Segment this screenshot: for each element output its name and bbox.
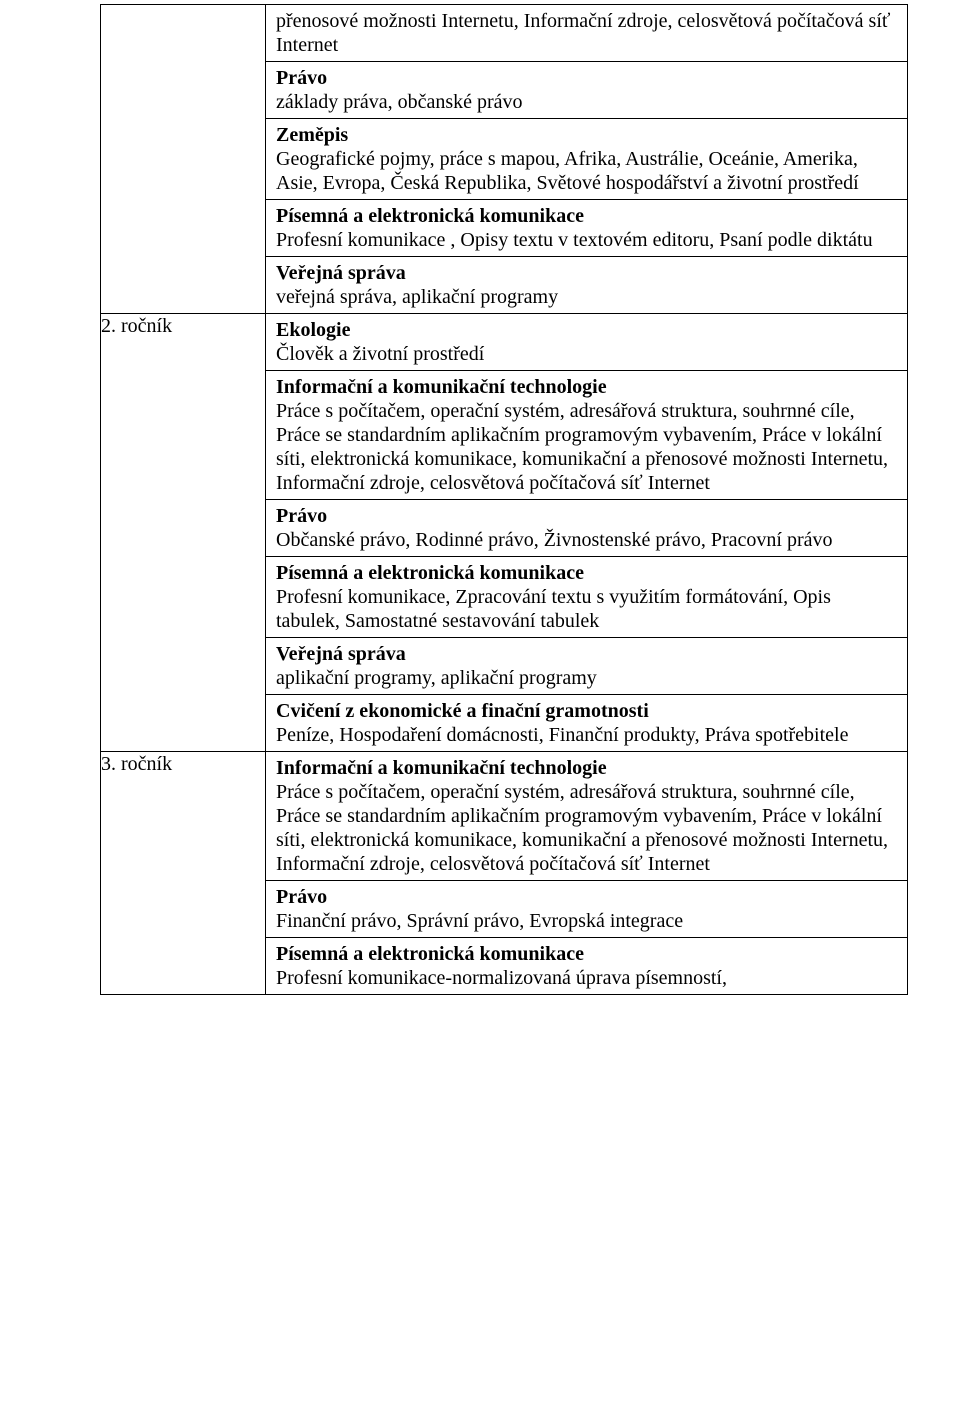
subject-title: Právo bbox=[276, 67, 327, 89]
subject-title: Cvičení z ekonomické a finační gramotnos… bbox=[276, 700, 649, 722]
subject-body: Geografické pojmy, práce s mapou, Afrika… bbox=[276, 148, 859, 194]
table-row: 3. ročník Informační a komunikační techn… bbox=[101, 752, 908, 995]
subject-block: Písemná a elektronická komunikace Profes… bbox=[266, 557, 907, 638]
subject-title: Písemná a elektronická komunikace bbox=[276, 562, 584, 584]
subject-body: Profesní komunikace, Zpracování textu s … bbox=[276, 586, 831, 632]
subject-block: Informační a komunikační technologie Prá… bbox=[266, 371, 907, 500]
subject-block: Veřejná správa aplikační programy, aplik… bbox=[266, 638, 907, 695]
subject-title: Písemná a elektronická komunikace bbox=[276, 943, 584, 965]
subject-body: Občanské právo, Rodinné právo, Živnosten… bbox=[276, 529, 833, 551]
year-label bbox=[101, 5, 266, 314]
document-page: přenosové možnosti Internetu, Informační… bbox=[0, 0, 960, 999]
subject-title: Právo bbox=[276, 886, 327, 908]
curriculum-table: přenosové možnosti Internetu, Informační… bbox=[100, 4, 908, 995]
table-row: 2. ročník Ekologie Člověk a životní pros… bbox=[101, 314, 908, 752]
subject-block: Zeměpis Geografické pojmy, práce s mapou… bbox=[266, 119, 907, 200]
subject-title: Ekologie bbox=[276, 319, 350, 341]
subjects-cell: přenosové možnosti Internetu, Informační… bbox=[266, 5, 908, 314]
subject-block: Právo Finanční právo, Správní právo, Evr… bbox=[266, 881, 907, 938]
subject-block: Právo základy práva, občanské právo bbox=[266, 62, 907, 119]
subject-body: Práce s počítačem, operační systém, adre… bbox=[276, 781, 888, 875]
subjects-cell: Ekologie Člověk a životní prostředí Info… bbox=[266, 314, 908, 752]
subject-body: Člověk a životní prostředí bbox=[276, 343, 484, 365]
subject-body: základy práva, občanské právo bbox=[276, 91, 523, 113]
subject-body: Finanční právo, Správní právo, Evropská … bbox=[276, 910, 683, 932]
subject-block: přenosové možnosti Internetu, Informační… bbox=[266, 5, 907, 62]
subjects-cell: Informační a komunikační technologie Prá… bbox=[266, 752, 908, 995]
subjects-inner-table: Ekologie Člověk a životní prostředí Info… bbox=[266, 314, 907, 751]
subject-block: Informační a komunikační technologie Prá… bbox=[266, 752, 907, 881]
subject-title: Informační a komunikační technologie bbox=[276, 757, 607, 779]
subject-block: Cvičení z ekonomické a finační gramotnos… bbox=[266, 695, 907, 752]
subjects-inner-table: Informační a komunikační technologie Prá… bbox=[266, 752, 907, 994]
subject-title: Právo bbox=[276, 505, 327, 527]
subject-body: Peníze, Hospodaření domácnosti, Finanční… bbox=[276, 724, 848, 746]
subject-body: aplikační programy, aplikační programy bbox=[276, 667, 597, 689]
subject-title: Veřejná správa bbox=[276, 643, 406, 665]
subject-body: Profesní komunikace , Opisy textu v text… bbox=[276, 229, 873, 251]
subject-block: Veřejná správa veřejná správa, aplikační… bbox=[266, 257, 907, 314]
year-label: 3. ročník bbox=[101, 752, 266, 995]
subject-title: Písemná a elektronická komunikace bbox=[276, 205, 584, 227]
subject-block: Písemná a elektronická komunikace Profes… bbox=[266, 200, 907, 257]
subject-body: Profesní komunikace-normalizovaná úprava… bbox=[276, 967, 727, 989]
subject-block: Právo Občanské právo, Rodinné právo, Živ… bbox=[266, 500, 907, 557]
table-row: přenosové možnosti Internetu, Informační… bbox=[101, 5, 908, 314]
subject-title: Zeměpis bbox=[276, 124, 348, 146]
subjects-inner-table: přenosové možnosti Internetu, Informační… bbox=[266, 5, 907, 313]
year-label: 2. ročník bbox=[101, 314, 266, 752]
subject-block: Písemná a elektronická komunikace Profes… bbox=[266, 938, 907, 995]
subject-title: Veřejná správa bbox=[276, 262, 406, 284]
subject-block: Ekologie Člověk a životní prostředí bbox=[266, 314, 907, 371]
subject-body: veřejná správa, aplikační programy bbox=[276, 286, 558, 308]
subject-body: Práce s počítačem, operační systém, adre… bbox=[276, 400, 888, 494]
subject-title: Informační a komunikační technologie bbox=[276, 376, 607, 398]
subject-body: přenosové možnosti Internetu, Informační… bbox=[276, 10, 890, 56]
